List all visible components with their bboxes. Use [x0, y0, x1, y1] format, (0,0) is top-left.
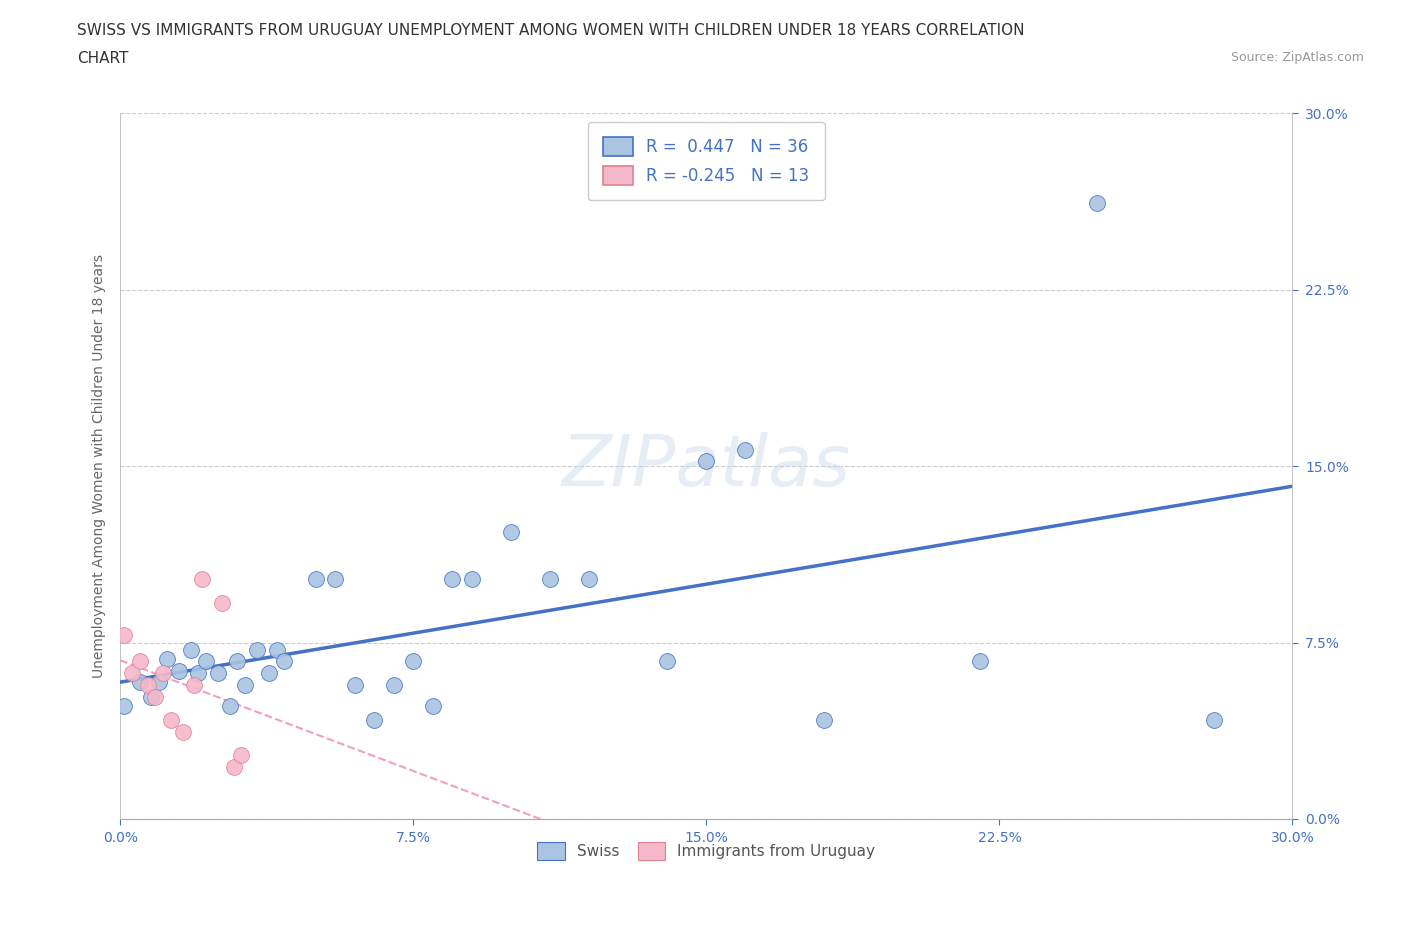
- Point: [121, 666, 143, 681]
- Point: [211, 595, 233, 610]
- Y-axis label: Unemployment Among Women with Children Under 18 years: Unemployment Among Women with Children U…: [93, 254, 107, 678]
- Point: [1204, 712, 1226, 727]
- Point: [382, 677, 405, 692]
- Point: [180, 642, 202, 657]
- Point: [187, 666, 209, 681]
- Point: [112, 628, 135, 643]
- Point: [734, 443, 756, 458]
- Point: [145, 689, 167, 704]
- Point: [222, 760, 245, 775]
- Point: [246, 642, 269, 657]
- Point: [1085, 195, 1108, 210]
- Point: [148, 675, 170, 690]
- Point: [128, 654, 150, 669]
- Point: [273, 654, 295, 669]
- Point: [136, 677, 159, 692]
- Point: [233, 677, 256, 692]
- Point: [152, 666, 174, 681]
- Point: [141, 689, 163, 704]
- Point: [172, 724, 194, 739]
- Point: [695, 454, 717, 469]
- Point: [813, 712, 835, 727]
- Point: [343, 677, 366, 692]
- Point: [257, 666, 280, 681]
- Text: CHART: CHART: [77, 51, 129, 66]
- Point: [538, 572, 561, 587]
- Point: [183, 677, 205, 692]
- Text: ZIPatlas: ZIPatlas: [562, 432, 851, 500]
- Point: [156, 652, 179, 667]
- Text: SWISS VS IMMIGRANTS FROM URUGUAY UNEMPLOYMENT AMONG WOMEN WITH CHILDREN UNDER 18: SWISS VS IMMIGRANTS FROM URUGUAY UNEMPLO…: [77, 23, 1025, 38]
- Legend: Swiss, Immigrants from Uruguay: Swiss, Immigrants from Uruguay: [530, 835, 883, 868]
- Point: [402, 654, 425, 669]
- Point: [461, 572, 484, 587]
- Point: [112, 698, 135, 713]
- Point: [304, 572, 326, 587]
- Point: [969, 654, 991, 669]
- Text: Source: ZipAtlas.com: Source: ZipAtlas.com: [1230, 51, 1364, 64]
- Point: [422, 698, 444, 713]
- Point: [266, 642, 288, 657]
- Point: [191, 572, 214, 587]
- Point: [499, 525, 522, 539]
- Point: [167, 663, 190, 678]
- Point: [441, 572, 464, 587]
- Point: [207, 666, 229, 681]
- Point: [231, 748, 253, 763]
- Point: [363, 712, 385, 727]
- Point: [323, 572, 346, 587]
- Point: [128, 675, 150, 690]
- Point: [657, 654, 679, 669]
- Point: [218, 698, 240, 713]
- Point: [195, 654, 218, 669]
- Point: [160, 712, 183, 727]
- Point: [226, 654, 249, 669]
- Point: [578, 572, 600, 587]
